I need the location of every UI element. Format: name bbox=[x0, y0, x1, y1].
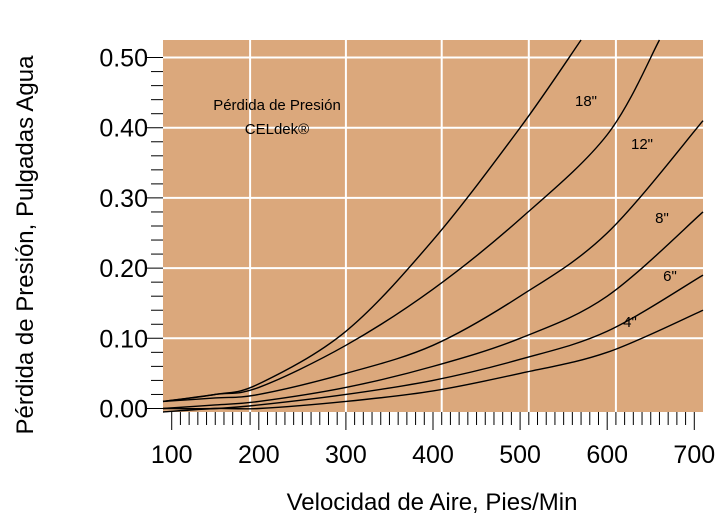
x-tick-label: 500 bbox=[499, 441, 541, 469]
y-tick-label: 0.30 bbox=[99, 185, 148, 213]
series-line bbox=[162, 211, 704, 410]
annotation-title: Pérdida de Presión bbox=[213, 97, 341, 114]
series-label: 4" bbox=[623, 314, 637, 331]
y-tick-label: 0.00 bbox=[99, 395, 148, 423]
y-axis-label: Pérdida de Presión, Pulgadas Agua bbox=[12, 55, 39, 435]
tick-labels: 0.00 0.10 0.20 0.30 0.40 0.50 100 200 300 400 500 6… bbox=[99, 45, 715, 469]
x-axis-label: Velocidad de Aire, Pies/Min bbox=[287, 489, 578, 516]
y-tick-label: 0.10 bbox=[99, 325, 148, 353]
y-tick-label: 0.50 bbox=[99, 45, 148, 73]
x-tick-label: 600 bbox=[586, 441, 628, 469]
series-label: 12" bbox=[631, 136, 653, 153]
annotation-product: CELdek® bbox=[245, 121, 309, 138]
x-tick-label: 300 bbox=[325, 441, 367, 469]
y-tick-label: 0.20 bbox=[99, 255, 148, 283]
plot-background bbox=[163, 40, 703, 412]
series-label: 8" bbox=[655, 210, 669, 227]
x-tick-label: 200 bbox=[238, 441, 280, 469]
series-labels: 18" 12" 8" 6" 4" bbox=[575, 93, 677, 331]
x-tick-label: 400 bbox=[412, 441, 454, 469]
minor-ticks bbox=[145, 57, 695, 430]
y-tick-label: 0.40 bbox=[99, 115, 148, 143]
series-line bbox=[162, 39, 661, 403]
series-label: 18" bbox=[575, 93, 597, 110]
series-line bbox=[162, 309, 704, 413]
series-line bbox=[162, 120, 704, 403]
x-tick-label: 100 bbox=[151, 441, 193, 469]
series-label: 6" bbox=[663, 268, 677, 285]
series-lines bbox=[162, 39, 704, 413]
x-tick-label: 700 bbox=[673, 441, 715, 469]
